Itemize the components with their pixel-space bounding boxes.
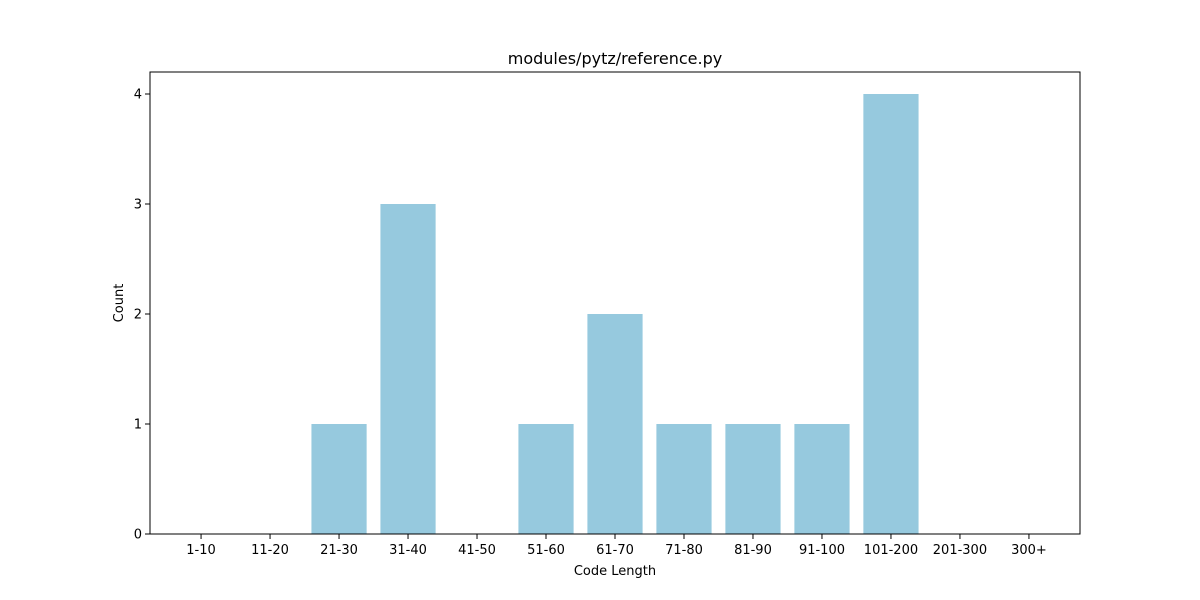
x-tick-label: 201-300: [933, 543, 987, 558]
x-tick-label: 11-20: [251, 543, 289, 558]
bar-91-100: [794, 424, 850, 534]
bars-group: [311, 94, 919, 534]
y-axis-label: Count: [112, 284, 127, 323]
bar-21-30: [311, 424, 367, 534]
bar-101-200: [863, 94, 919, 534]
x-tick-label: 101-200: [864, 543, 918, 558]
x-tick-label: 61-70: [596, 543, 634, 558]
y-tick-label: 1: [134, 418, 142, 433]
bar-61-70: [587, 314, 643, 534]
y-axis: 0 1 2 3 4: [134, 88, 150, 543]
bar-51-60: [518, 424, 574, 534]
bar-71-80: [656, 424, 712, 534]
x-tick-label: 41-50: [458, 543, 496, 558]
y-tick-label: 0: [134, 528, 142, 543]
chart-title: modules/pytz/reference.py: [508, 49, 722, 68]
x-tick-label: 31-40: [389, 543, 427, 558]
y-tick-label: 4: [134, 88, 142, 103]
x-tick-label: 51-60: [527, 543, 565, 558]
x-axis: 1-10 11-20 21-30 31-40 41-50 51-60 61-70 71-80 8…: [186, 534, 1047, 558]
bar-81-90: [725, 424, 781, 534]
x-tick-label: 21-30: [320, 543, 358, 558]
y-tick-label: 2: [134, 308, 142, 323]
bar-31-40: [380, 204, 436, 534]
y-tick-label: 3: [134, 198, 142, 213]
x-tick-label: 300+: [1011, 543, 1047, 558]
x-tick-label: 91-100: [799, 543, 845, 558]
x-tick-label: 71-80: [665, 543, 703, 558]
x-tick-label: 1-10: [186, 543, 216, 558]
x-tick-label: 81-90: [734, 543, 772, 558]
x-axis-label: Code Length: [574, 564, 656, 579]
